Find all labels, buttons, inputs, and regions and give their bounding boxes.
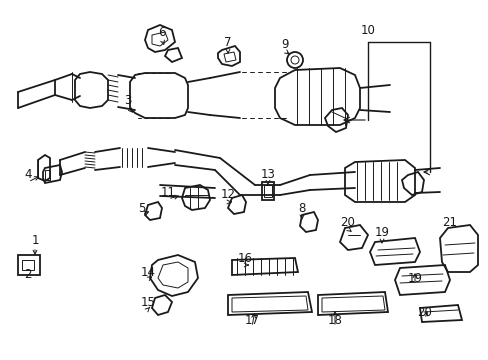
Text: 10: 10 — [360, 23, 375, 36]
Bar — [45, 170, 50, 180]
Text: 3: 3 — [124, 94, 131, 107]
Text: 14: 14 — [140, 266, 155, 279]
Text: 16: 16 — [237, 252, 252, 265]
Text: 1: 1 — [31, 234, 39, 247]
Text: 19: 19 — [374, 225, 389, 238]
Text: 15: 15 — [140, 296, 155, 309]
Text: 4: 4 — [24, 168, 32, 181]
Text: 12: 12 — [220, 189, 235, 202]
Bar — [262, 182, 273, 200]
Text: 13: 13 — [260, 168, 275, 181]
Text: 11: 11 — [160, 185, 175, 198]
Text: 6: 6 — [158, 26, 165, 39]
Text: 9: 9 — [281, 37, 288, 50]
Text: 17: 17 — [244, 314, 259, 327]
Text: 2: 2 — [24, 269, 32, 282]
Bar — [18, 255, 40, 275]
Text: 18: 18 — [327, 314, 342, 327]
Text: 19: 19 — [407, 271, 422, 284]
Text: 20: 20 — [417, 306, 431, 319]
Text: 5: 5 — [138, 202, 145, 215]
Text: 21: 21 — [442, 216, 457, 229]
Bar — [264, 185, 271, 197]
Text: 20: 20 — [340, 216, 355, 229]
Text: 7: 7 — [224, 36, 231, 49]
Bar — [22, 260, 34, 270]
Text: 8: 8 — [298, 202, 305, 215]
